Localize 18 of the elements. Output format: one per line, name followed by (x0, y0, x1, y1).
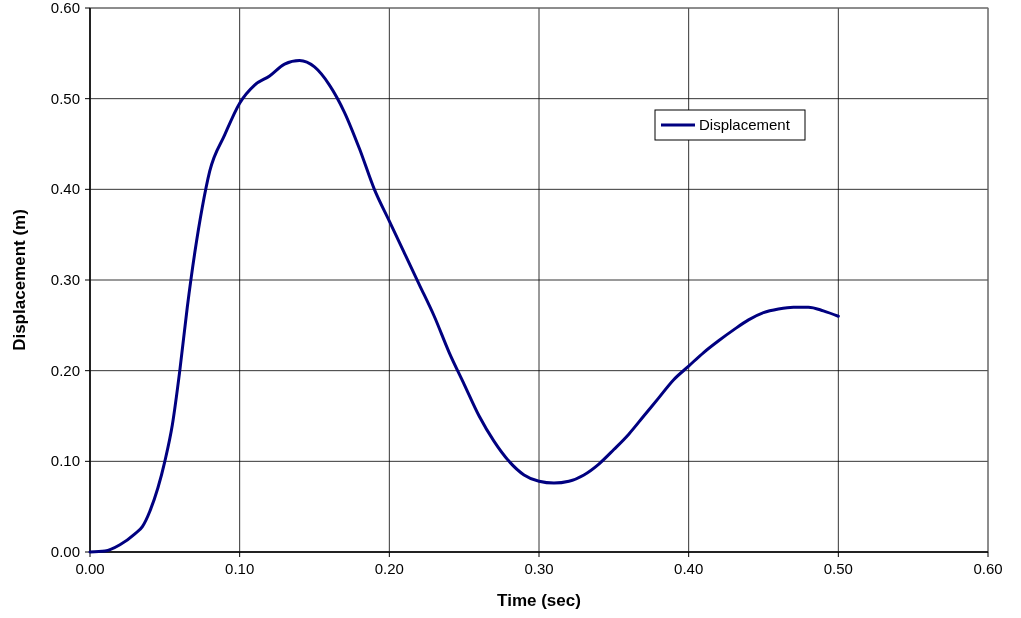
y-tick-label: 0.20 (50, 361, 80, 379)
x-tick-label: 0.30 (524, 560, 554, 577)
y-tick-label: 0.00 (50, 543, 80, 560)
x-tick-label: 0.20 (374, 560, 404, 577)
y-axis-title: Displacement (m) (10, 209, 29, 351)
x-tick-label: 0.00 (75, 560, 105, 577)
x-tick-label: 0.60 (973, 560, 1003, 577)
y-tick-label: 0.50 (50, 89, 80, 107)
y-tick-label: 0.60 (50, 0, 80, 16)
legend-label: Displacement (699, 116, 791, 133)
x-tick-label: 0.10 (225, 560, 255, 577)
x-axis-title: Time (sec) (497, 591, 581, 610)
x-tick-label: 0.40 (674, 560, 704, 577)
y-tick-label: 0.40 (50, 180, 80, 198)
line-series (88, 59, 840, 554)
y-tick-label: 0.10 (50, 452, 80, 470)
x-tick-label: 0.50 (823, 560, 853, 577)
y-tick-label: 0.30 (50, 271, 80, 288)
